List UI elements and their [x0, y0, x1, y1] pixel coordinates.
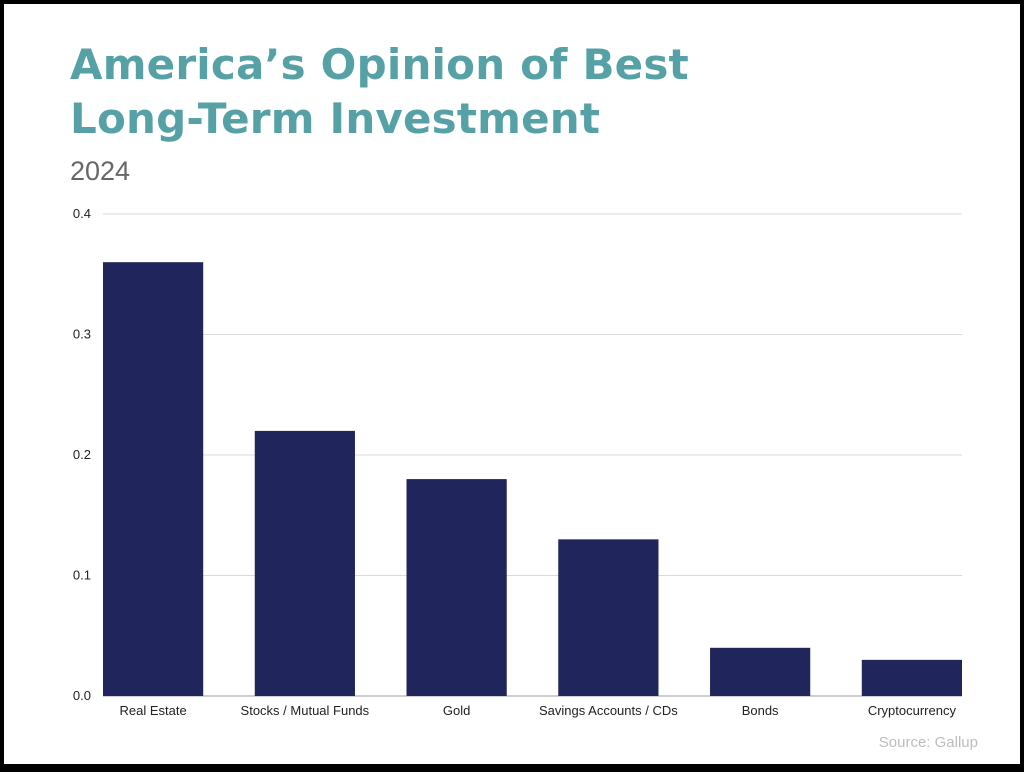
x-tick-label: Real Estate [120, 703, 187, 718]
y-axis: 0.0 0.1 0.2 0.3 0.4 [73, 206, 91, 703]
y-tick-label: 0.3 [73, 327, 91, 342]
x-tick-label: Cryptocurrency [868, 703, 957, 718]
source-note: Source: Gallup [878, 734, 978, 751]
y-tick-label: 0.1 [73, 568, 91, 583]
x-tick-label: Savings Accounts / CDs [539, 703, 678, 718]
chart-subtitle: 2024 [70, 156, 131, 186]
bar-chart: 0.0 0.1 0.2 0.3 0.4 Real Estate Stocks / Mutu… [73, 206, 962, 718]
bar [406, 479, 507, 696]
grid-lines [103, 213, 962, 697]
bar [558, 539, 659, 696]
y-tick-label: 0.2 [73, 447, 91, 462]
chart-title-line-2: Long-Term Investment [70, 94, 601, 143]
x-tick-label: Stocks / Mutual Funds [241, 703, 370, 718]
bar [103, 262, 204, 696]
bar [861, 659, 962, 696]
y-tick-label: 0.0 [73, 688, 91, 703]
bar [254, 430, 355, 696]
bar [710, 647, 811, 696]
x-axis: Real Estate Stocks / Mutual Funds Gold Savi… [120, 703, 957, 718]
x-tick-label: Gold [443, 703, 470, 718]
chart-title: America’s Opinion of Best Long-Term Inve… [70, 38, 830, 146]
y-tick-label: 0.4 [73, 206, 91, 221]
x-tick-label: Bonds [742, 703, 779, 718]
chart-title-line-1: America’s Opinion of Best [70, 40, 689, 89]
bars [103, 262, 962, 696]
